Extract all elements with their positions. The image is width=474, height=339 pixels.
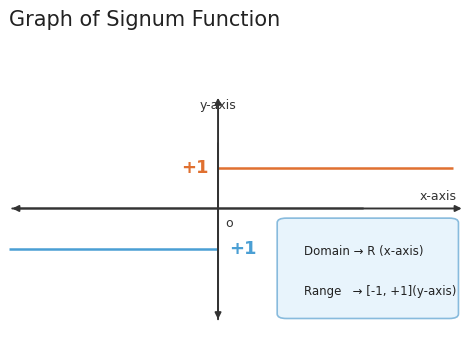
Text: x-axis: x-axis — [420, 190, 457, 203]
Text: +1: +1 — [181, 159, 209, 177]
Text: y-axis: y-axis — [200, 99, 237, 113]
Text: Graph of Signum Function: Graph of Signum Function — [9, 10, 281, 30]
Text: +1: +1 — [229, 240, 257, 258]
FancyBboxPatch shape — [277, 218, 458, 318]
Text: Range   → [-1, +1](y-axis): Range → [-1, +1](y-axis) — [304, 285, 457, 298]
Text: o: o — [225, 217, 232, 231]
Text: Domain → R (x-axis): Domain → R (x-axis) — [304, 245, 424, 258]
